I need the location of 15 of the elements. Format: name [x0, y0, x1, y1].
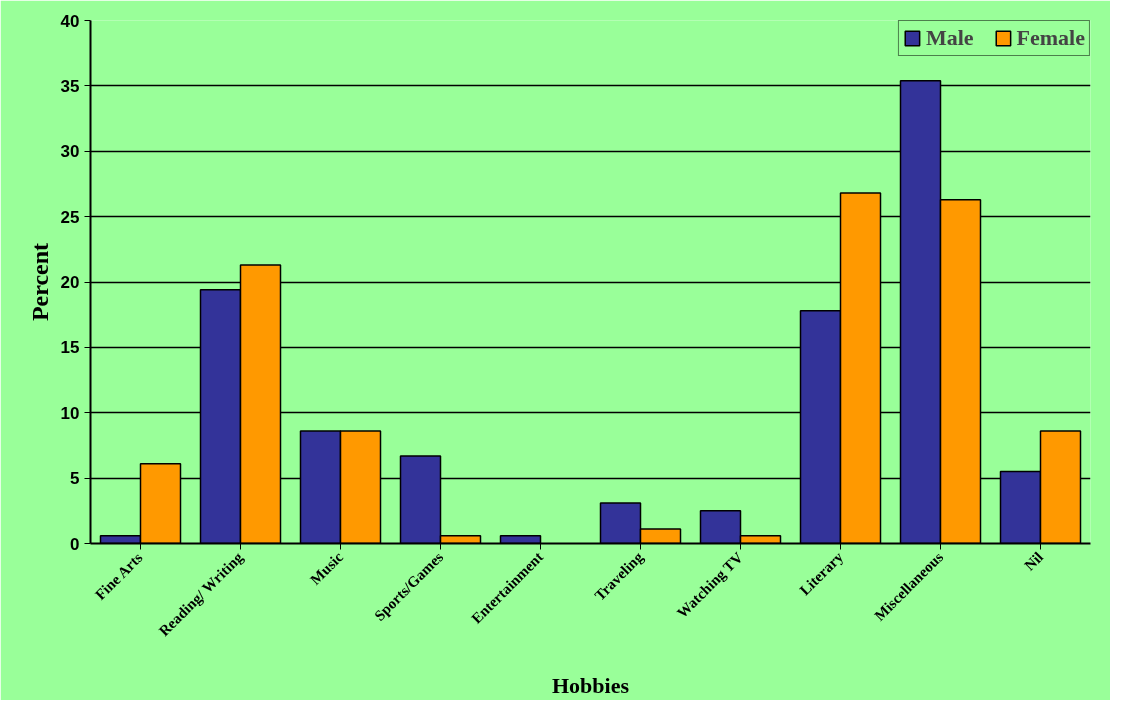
y-tick-label: 25: [60, 207, 80, 227]
y-tick-label: 30: [60, 142, 80, 162]
y-tick-label: 35: [60, 76, 80, 96]
x-axis-title: Hobbies: [551, 672, 630, 698]
legend-label: Female: [1016, 25, 1085, 51]
y-axis-title: Percent: [26, 242, 53, 322]
y-tick-label: 15: [60, 338, 80, 358]
y-tick-label: 20: [60, 273, 80, 292]
y-tick-label: 10: [60, 403, 80, 423]
legend-label: Male: [925, 25, 974, 51]
x-tick-label: Fine Arts: [92, 549, 146, 603]
y-tick-label: 5: [70, 469, 80, 489]
y-tick-label: 40: [60, 11, 80, 31]
x-tick-label: Nil: [1021, 548, 1047, 574]
y-tick-label: 0: [70, 534, 80, 554]
